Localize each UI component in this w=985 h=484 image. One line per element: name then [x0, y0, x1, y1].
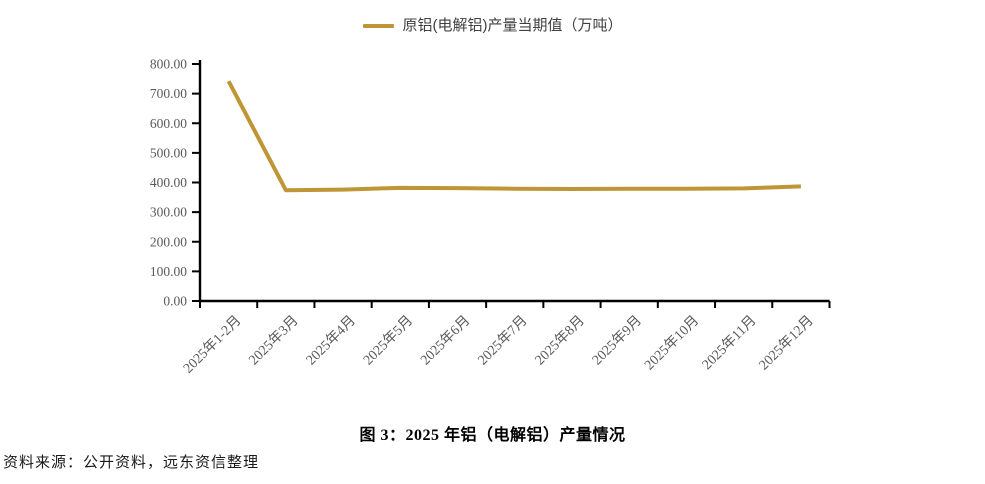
y-axis-tick-label: 500.00: [150, 145, 187, 160]
y-axis-tick-label: 200.00: [150, 234, 187, 249]
x-axis-category-label: 2025年4月: [303, 313, 359, 369]
x-axis-category-label: 2025年1-2月: [180, 313, 244, 377]
x-axis-category-label: 2025年6月: [417, 313, 473, 369]
x-axis-category-label: 2025年10月: [641, 313, 702, 374]
y-axis-tick-label: 100.00: [150, 264, 187, 279]
y-axis-tick-label: 400.00: [150, 175, 187, 190]
legend: 原铝(电解铝)产量当期值（万吨）: [0, 18, 985, 33]
x-axis-category-label: 2025年7月: [475, 313, 531, 369]
y-axis-tick-label: 800.00: [150, 57, 187, 72]
y-axis-tick-label: 700.00: [150, 86, 187, 101]
source-note: 资料来源：公开资料，远东资信整理: [3, 455, 260, 471]
x-axis-category-label: 2025年9月: [589, 313, 645, 369]
series-line: [226, 80, 801, 193]
legend-line-swatch: [362, 23, 394, 28]
x-axis-category-label: 2025年8月: [532, 313, 588, 369]
legend-label: 原铝(电解铝)产量当期值（万吨）: [402, 17, 623, 34]
figure-caption: 图 3：2025 年铝（电解铝）产量情况: [359, 427, 626, 444]
x-axis-category-label: 2025年3月: [246, 313, 302, 369]
line-chart: 0.00 100.00 200.00 300.00 400.00 500.00 600.00…: [150, 57, 831, 377]
y-axis-tick-label: 300.00: [150, 205, 187, 220]
x-axis-category-label: 2025年5月: [360, 313, 416, 369]
x-axis-category-label: 2025年12月: [756, 313, 817, 374]
x-axis-category-label: 2025年11月: [699, 313, 759, 373]
y-axis-tick-label: 0.00: [163, 294, 187, 309]
y-axis-tick-label: 600.00: [150, 116, 187, 131]
